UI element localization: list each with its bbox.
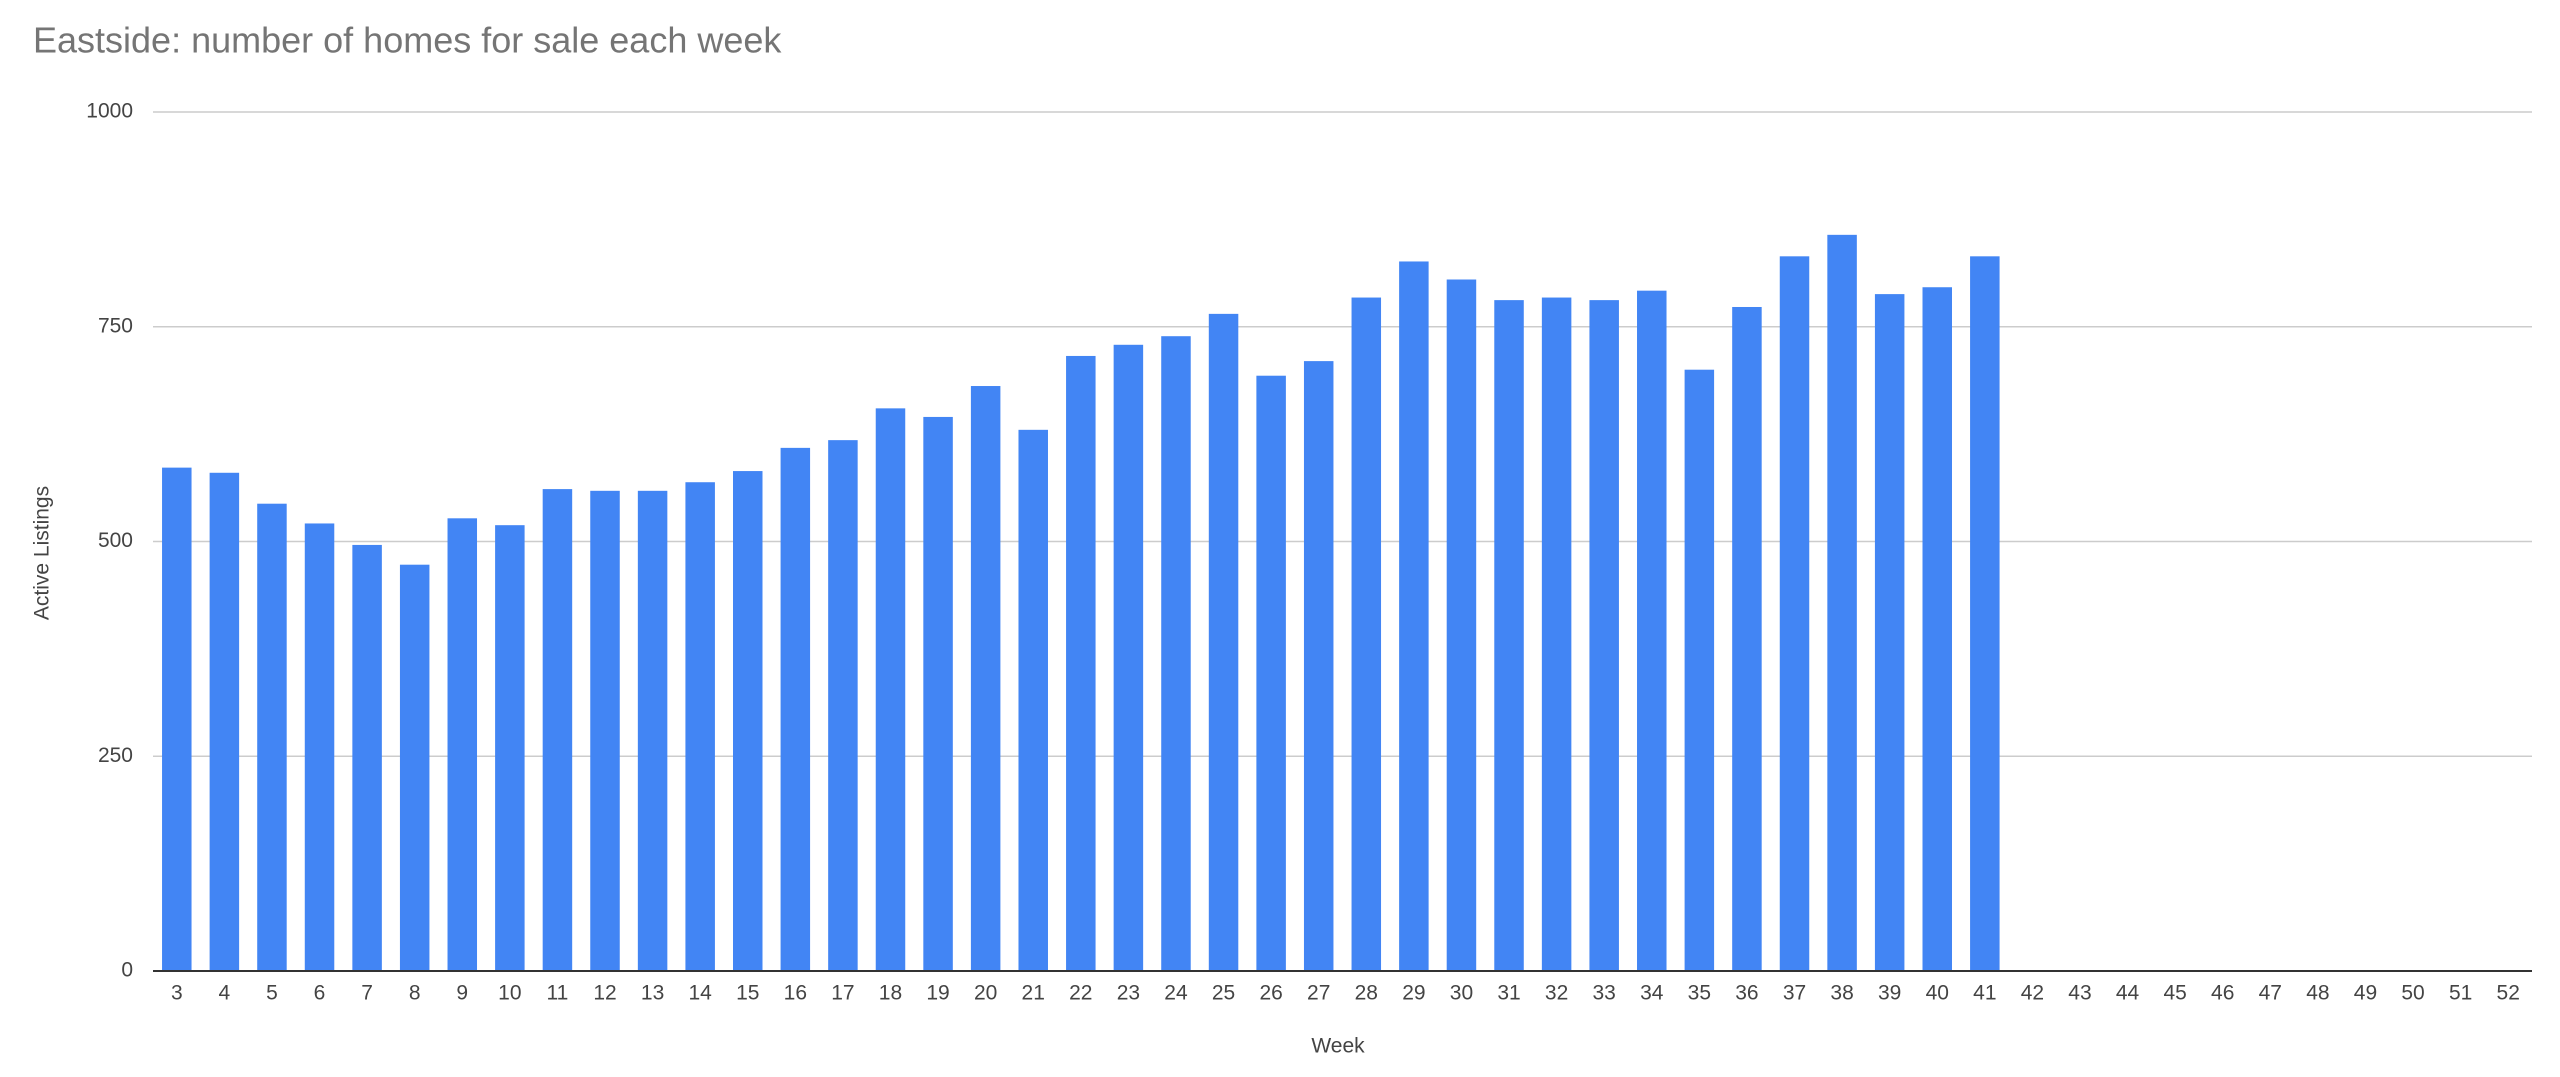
x-tick-label: 10 bbox=[498, 982, 521, 1005]
x-tick-label: 19 bbox=[926, 982, 949, 1005]
bar bbox=[257, 503, 287, 971]
bar bbox=[1113, 344, 1144, 971]
bar bbox=[1351, 297, 1382, 971]
x-tick-label: 48 bbox=[2306, 982, 2329, 1005]
bar bbox=[352, 544, 382, 971]
x-tick-label: 11 bbox=[547, 982, 569, 1005]
bar bbox=[542, 489, 573, 971]
y-tick-label: 500 bbox=[98, 529, 133, 552]
bar bbox=[685, 482, 715, 971]
bar bbox=[1922, 287, 1952, 972]
x-tick-label: 15 bbox=[736, 982, 759, 1005]
x-tick-label: 36 bbox=[1735, 982, 1758, 1005]
x-tick-label: 24 bbox=[1164, 982, 1188, 1005]
bar bbox=[875, 408, 906, 972]
bar bbox=[447, 518, 478, 971]
x-tick-label: 35 bbox=[1688, 982, 1711, 1005]
x-tick-label: 25 bbox=[1212, 982, 1235, 1005]
x-tick-label: 12 bbox=[593, 982, 616, 1005]
x-tick-label: 44 bbox=[2116, 982, 2140, 1005]
x-tick-label: 22 bbox=[1069, 982, 1092, 1005]
x-tick-label: 3 bbox=[171, 982, 183, 1005]
x-tick-label: 51 bbox=[2449, 982, 2472, 1005]
bar bbox=[1066, 355, 1096, 971]
x-tick-label: 18 bbox=[879, 982, 902, 1005]
x-tick-label: 40 bbox=[1926, 982, 1949, 1005]
bar bbox=[1256, 375, 1286, 971]
bar bbox=[733, 471, 763, 971]
y-tick-label: 250 bbox=[98, 744, 133, 767]
bar bbox=[1684, 369, 1715, 971]
x-tick-label: 14 bbox=[688, 982, 712, 1005]
bar bbox=[1399, 261, 1429, 971]
x-tick-label: 31 bbox=[1497, 982, 1520, 1005]
y-tick-label: 1000 bbox=[86, 100, 133, 123]
x-tick-label: 20 bbox=[974, 982, 997, 1005]
x-tick-label: 6 bbox=[314, 982, 326, 1005]
x-tick-label: 26 bbox=[1259, 982, 1282, 1005]
x-tick-label: 41 bbox=[1973, 982, 1996, 1005]
x-tick-label: 45 bbox=[2163, 982, 2186, 1005]
bar bbox=[1494, 300, 1524, 972]
bar bbox=[1303, 361, 1334, 971]
x-tick-label: 34 bbox=[1640, 982, 1664, 1005]
y-tick-label: 0 bbox=[121, 959, 133, 982]
bar bbox=[304, 523, 335, 971]
bar bbox=[1018, 429, 1048, 972]
x-tick-label: 7 bbox=[361, 982, 373, 1005]
x-tick-label: 21 bbox=[1022, 982, 1045, 1005]
x-tick-label: 38 bbox=[1830, 982, 1853, 1005]
bar bbox=[495, 525, 525, 971]
bar bbox=[1827, 234, 1857, 971]
bar bbox=[1589, 300, 1619, 972]
x-tick-label: 29 bbox=[1402, 982, 1425, 1005]
bar bbox=[1970, 256, 2000, 971]
y-axis-label: Active Listings bbox=[31, 486, 54, 620]
bar bbox=[209, 472, 240, 971]
x-tick-label: 16 bbox=[784, 982, 807, 1005]
bar bbox=[590, 490, 620, 971]
x-tick-label: 37 bbox=[1783, 982, 1806, 1005]
x-tick-label: 47 bbox=[2259, 982, 2282, 1005]
bar bbox=[1161, 336, 1191, 972]
bar bbox=[399, 564, 430, 971]
x-tick-label: 8 bbox=[409, 982, 421, 1005]
bar bbox=[780, 447, 811, 971]
y-tick-label: 750 bbox=[98, 314, 133, 337]
x-tick-label: 32 bbox=[1545, 982, 1568, 1005]
x-tick-label: 13 bbox=[641, 982, 664, 1005]
bar bbox=[1446, 279, 1477, 971]
x-tick-label: 39 bbox=[1878, 982, 1901, 1005]
x-tick-label: 17 bbox=[831, 982, 854, 1005]
bar bbox=[1779, 256, 1810, 971]
bar bbox=[162, 467, 192, 971]
bar bbox=[1874, 294, 1905, 971]
x-tick-label: 9 bbox=[456, 982, 468, 1005]
x-tick-label: 42 bbox=[2021, 982, 2044, 1005]
bar bbox=[1208, 313, 1239, 971]
bar bbox=[923, 416, 953, 971]
chart-title: Eastside: number of homes for sale each … bbox=[33, 20, 782, 61]
bar bbox=[970, 386, 1001, 971]
x-tick-label: 27 bbox=[1307, 982, 1330, 1005]
x-axis-label: Week bbox=[1311, 1035, 1365, 1058]
x-tick-label: 50 bbox=[2401, 982, 2424, 1005]
x-tick-label: 33 bbox=[1593, 982, 1616, 1005]
x-tick-label: 28 bbox=[1355, 982, 1378, 1005]
bar bbox=[1637, 290, 1667, 971]
x-tick-label: 30 bbox=[1450, 982, 1473, 1005]
x-tick-label: 23 bbox=[1117, 982, 1140, 1005]
x-tick-label: 4 bbox=[219, 982, 231, 1005]
bar bbox=[637, 490, 668, 971]
bar bbox=[1732, 306, 1762, 971]
x-tick-label: 5 bbox=[266, 982, 278, 1005]
bar bbox=[1541, 297, 1572, 971]
x-tick-label: 46 bbox=[2211, 982, 2234, 1005]
x-tick-label: 43 bbox=[2068, 982, 2091, 1005]
bar bbox=[828, 440, 858, 971]
x-tick-label: 52 bbox=[2497, 982, 2520, 1005]
x-tick-label: 49 bbox=[2354, 982, 2377, 1005]
